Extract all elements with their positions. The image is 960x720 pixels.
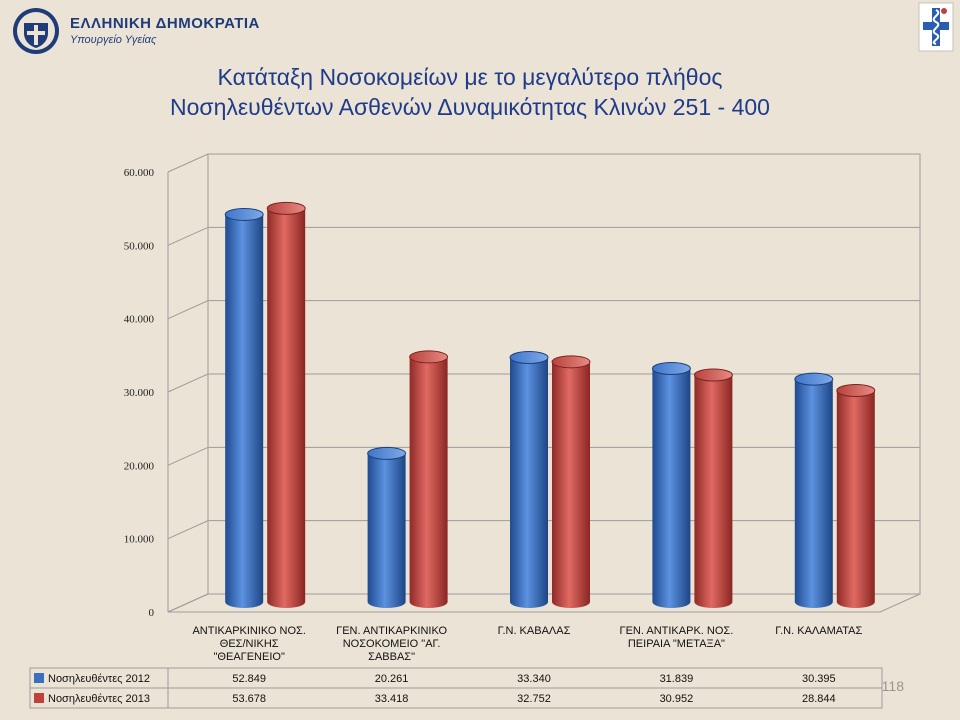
category-label-4: ΓΕΝ. ΑΝΤΙΚΑΡΚ. ΝΟΣ. ΠΕΙΡΑΙΑ "ΜΕΤΑΞΑ" [620, 625, 734, 650]
bar-2013-5 [836, 383, 876, 608]
x-axis-categories: ΑΝΤΙΚΑΡΚΙΝΙΚΟ ΝΟΣ. ΘΕΣ/ΝΙΚΗΣ "ΘΕΑΓΕΝΕΙΟ" ΓΕ… [192, 625, 862, 663]
data-label: 33.340 [517, 673, 551, 685]
data-label: 30.395 [802, 673, 836, 685]
chart-bars [224, 201, 876, 608]
bar-top [367, 446, 407, 460]
y-tick-label: 20.000 [124, 460, 155, 472]
bar-body [836, 390, 875, 608]
category-label-1: ΑΝΤΙΚΑΡΚΙΝΙΚΟ ΝΟΣ. ΘΕΣ/ΝΙΚΗΣ "ΘΕΑΓΕΝΕΙΟ" [192, 625, 305, 663]
category-label-3: Γ.Ν. ΚΑΒΑΛΑΣ [498, 625, 571, 637]
bar-2013-1 [266, 201, 306, 608]
legend-label-2013: Νοσηλευθέντες 2013 [48, 693, 150, 705]
bar-body [552, 361, 590, 608]
bar-2012-5 [794, 372, 834, 608]
y-tick-label: 40.000 [124, 314, 155, 326]
bar-2012-2 [367, 446, 407, 608]
y-tick-label: 10.000 [124, 534, 155, 546]
legend-key-2013 [34, 693, 44, 703]
chart-title-line-2: Νοσηλευθέντων Ασθενών Δυναμικότητας Κλιν… [170, 94, 770, 120]
gridline [167, 153, 920, 173]
org-name: ΕΛΛΗΝΙΚΗ ΔΗΜΟΚΡΑΤΙΑ [70, 14, 260, 32]
bar-body [652, 368, 691, 608]
data-label: 20.261 [375, 673, 409, 685]
data-label: 32.752 [517, 693, 551, 705]
data-label: 28.844 [802, 693, 836, 705]
bar-body [409, 356, 448, 608]
greek-emblem-icon [13, 8, 59, 54]
category-label-line: Γ.Ν. ΚΑΒΑΛΑΣ [498, 625, 571, 637]
legend-label-2012: Νοσηλευθέντες 2012 [48, 673, 150, 685]
bar-top [794, 372, 834, 386]
bar-2013-3 [551, 355, 591, 608]
category-label-line: ΓΕΝ. ΑΝΤΙΚΑΡΚΙΝΙΚΟ [336, 625, 447, 637]
bar-top [836, 383, 876, 397]
gridline [167, 226, 920, 246]
category-label-line: Γ.Ν. ΚΑΛΑΜΑΤΑΣ [775, 625, 862, 637]
chart-title: Κατάταξη Νοσοκομείων με το μεγαλύτερο πλ… [150, 62, 790, 122]
bar-top [651, 362, 691, 376]
bar-body [510, 357, 548, 608]
bar-body [267, 208, 306, 608]
bar-body [225, 214, 264, 608]
category-label-2: ΓΕΝ. ΑΝΤΙΚΑΡΚΙΝΙΚΟ ΝΟΣΟΚΟΜΕΙΟ "ΑΓ. ΣΑΒΒΑΣ" [336, 625, 447, 663]
y-tick-label: 50.000 [124, 240, 155, 252]
data-label: 52.849 [232, 673, 266, 685]
bar-top [266, 201, 306, 215]
category-label-line: ΓΕΝ. ΑΝΤΙΚΑΡΚ. ΝΟΣ. [620, 625, 734, 637]
y-axis: 0 10.000 20.000 30.000 40.000 50.000 60.000 [124, 167, 155, 619]
legend-key-2012 [34, 673, 44, 683]
bar-body [694, 375, 733, 608]
ministry-name: Υπουργείο Υγείας [70, 34, 157, 47]
header-branding: ΕΛΛΗΝΙΚΗ ΔΗΜΟΚΡΑΤΙΑ Υπουργείο Υγείας [10, 6, 260, 56]
bar-2012-4 [651, 362, 691, 608]
data-label: 53.678 [232, 693, 266, 705]
y-tick-label: 60.000 [124, 167, 155, 179]
data-label: 33.418 [375, 693, 409, 705]
chart-title-line-1: Κατάταξη Νοσοκομείων με το μεγαλύτερο πλ… [217, 64, 723, 90]
category-label-line: ΣΑΒΒΑΣ" [368, 651, 415, 663]
health-logo-icon [918, 2, 954, 52]
category-label-line: ΝΟΣΟΚΟΜΕΙΟ "ΑΓ. [343, 638, 441, 650]
page-number: 118 [881, 678, 904, 694]
bar-top [224, 207, 264, 221]
data-label: 31.839 [660, 673, 694, 685]
bar-2012-3 [509, 351, 549, 608]
bar-top [551, 355, 591, 369]
gridline [167, 300, 920, 320]
category-label-line: ΑΝΤΙΚΑΡΚΙΝΙΚΟ ΝΟΣ. [192, 625, 305, 637]
y-tick-label: 0 [149, 607, 155, 619]
y-tick-label: 30.000 [124, 387, 155, 399]
bar-2012-1 [224, 207, 264, 608]
bar-top [509, 351, 549, 365]
bar-2013-2 [409, 350, 449, 608]
bar-top [693, 368, 733, 382]
bar-top [409, 350, 449, 364]
category-label-line: ΘΕΣ/ΝΙΚΗΣ [220, 638, 279, 650]
bar-body [794, 379, 833, 608]
ministry-logo [918, 2, 954, 57]
data-table: Νοσηλευθέντες 2012 52.849 20.261 33.340 31.8… [29, 667, 883, 709]
bar-2013-4 [693, 368, 733, 608]
category-label-5: Γ.Ν. ΚΑΛΑΜΑΤΑΣ [775, 625, 862, 637]
bar-body [367, 453, 406, 608]
category-label-line: ΠΕΙΡΑΙΑ "ΜΕΤΑΞΑ" [628, 638, 725, 650]
data-label: 30.952 [660, 693, 694, 705]
category-label-line: "ΘΕΑΓΕΝΕΙΟ" [214, 651, 285, 663]
